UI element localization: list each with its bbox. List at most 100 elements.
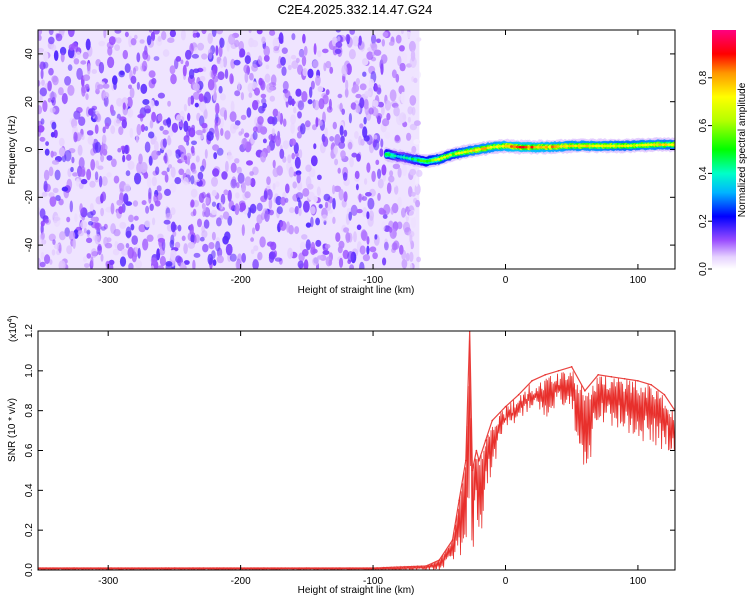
noise-blob [146,35,152,46]
noise-blob [38,60,41,66]
noise-blob [51,159,60,165]
signal-core [579,144,584,148]
noise-blob [301,234,308,240]
noise-blob [207,48,213,60]
noise-blob [39,208,46,219]
noise-blob [226,40,230,52]
spectrogram-x-tick-label: 0 [503,275,509,286]
noise-blob [388,175,395,183]
snr-point [458,499,460,502]
signal-core [521,145,525,149]
noise-blob [234,120,241,126]
noise-blob [296,131,302,139]
noise-blob [212,144,220,151]
noise-blob [394,134,400,142]
signal-core [609,144,613,148]
noise-blob [407,116,411,123]
noise-blob [98,175,103,188]
noise-blob [100,253,104,262]
noise-blob [223,109,227,121]
noise-blob [211,209,218,215]
noise-blob [78,168,86,177]
noise-blob [144,141,151,153]
noise-blob [313,43,317,55]
noise-blob [361,230,368,242]
noise-blob [316,255,324,260]
noise-blob [256,202,263,212]
noise-blob [109,104,114,114]
noise-blob [315,75,321,86]
noise-blob [142,238,149,251]
noise-blob [81,84,88,94]
noise-blob [140,161,148,174]
noise-blob [355,105,361,114]
noise-blob [215,102,220,114]
noise-blob [301,55,307,67]
colorbar-label: Normalized spectral amplitude [737,82,748,217]
signal-core [649,143,654,147]
noise-blob [151,176,157,187]
noise-blob [337,36,341,42]
noise-blob [366,211,370,220]
noise-blob [244,176,252,186]
noise-blob [218,45,223,58]
noise-blob [187,241,195,249]
noise-blob [328,259,333,266]
signal-core [495,145,499,149]
noise-blob [102,126,106,134]
noise-blob [323,193,331,202]
noise-blob [171,122,179,133]
noise-blob [174,241,181,249]
noise-blob [149,99,155,109]
noise-blob [190,234,195,244]
noise-blob [409,123,418,131]
noise-blob [178,144,184,151]
noise-blob [276,63,283,69]
noise-blob [38,149,42,154]
noise-blob [78,157,85,169]
signal-core [422,159,426,163]
noise-blob [239,202,246,211]
noise-blob [263,45,271,57]
noise-blob [94,222,100,229]
noise-blob [202,128,206,134]
noise-blob [165,118,171,125]
noise-blob [185,60,190,67]
noise-blob [399,62,406,72]
signal-core [515,145,520,149]
signal-core [518,145,522,149]
noise-blob [380,63,384,75]
noise-blob [52,187,59,194]
noise-blob [100,226,106,231]
noise-blob [75,51,81,59]
signal-core [562,144,566,148]
noise-blob [183,243,188,255]
noise-blob [303,259,309,269]
noise-blob [148,70,156,78]
noise-blob [277,111,281,122]
noise-blob [51,121,57,130]
noise-blob [137,247,141,259]
noise-blob [379,148,384,157]
snr-point [451,539,454,541]
noise-blob [100,207,104,217]
noise-blob [220,193,226,205]
noise-blob [139,39,145,44]
noise-blob [371,170,376,183]
noise-blob [317,50,322,58]
noise-blob [297,100,305,111]
noise-blob [267,116,275,125]
noise-blob [206,131,214,142]
noise-blob [332,197,336,210]
noise-blob [199,236,205,242]
noise-blob [304,120,311,128]
noise-blob [248,30,252,34]
noise-blob [146,176,152,188]
noise-blob [258,105,265,114]
snr-y-tick-label: 0.4 [24,483,35,497]
noise-blob [232,125,239,130]
noise-blob [313,195,318,203]
noise-blob [397,221,403,230]
signal-core [670,143,674,147]
noise-blob [324,127,328,138]
